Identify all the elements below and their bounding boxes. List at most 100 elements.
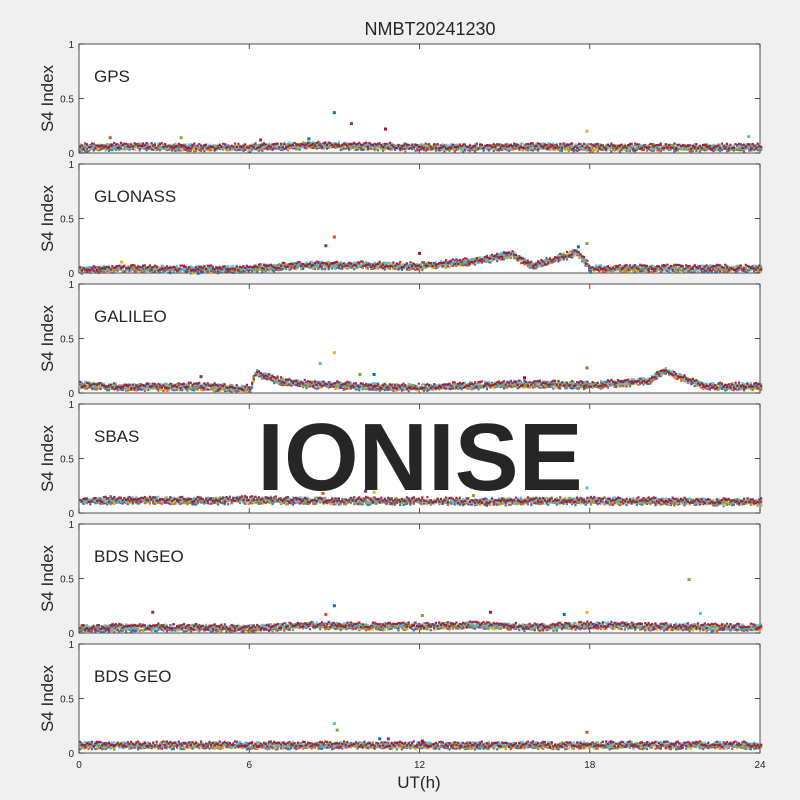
spike-point: [307, 137, 311, 141]
spike-point: [386, 737, 390, 741]
spike-point: [324, 612, 328, 616]
series-1-points: [79, 369, 763, 393]
spike-point: [383, 127, 387, 131]
series-7-points: [79, 495, 763, 505]
spike-point: [585, 486, 589, 490]
series-6-points: [79, 141, 763, 151]
series-7-points: [79, 249, 763, 272]
series-6-points: [79, 367, 763, 391]
series-7-points: [79, 620, 763, 631]
spike-point: [332, 111, 336, 115]
series-7-points: [79, 140, 763, 151]
series-2-points: [79, 497, 763, 507]
y-tick-label: 0: [68, 749, 74, 760]
observation-cloud: [79, 140, 763, 153]
spike-point: [332, 235, 336, 239]
spike-point: [585, 610, 589, 614]
spike-point: [522, 376, 526, 380]
observation-cloud: [79, 620, 763, 634]
spike-point: [687, 578, 691, 582]
spike-point: [335, 728, 339, 732]
y-tick-label: 0.5: [60, 695, 74, 706]
system-label: GPS: [94, 67, 130, 86]
y-tick-label: 0.5: [60, 455, 74, 466]
y-tick-label: 0: [68, 269, 74, 280]
spike-point: [332, 604, 336, 608]
spike-point: [698, 611, 702, 615]
spike-point: [576, 245, 580, 249]
spike-point: [199, 375, 203, 379]
panel-glonass: 0 0.5 1 S4 Index GLONASS: [38, 160, 763, 280]
system-label: BDS NGEO: [94, 547, 184, 566]
spike-point: [420, 739, 424, 743]
y-axis-label: S4 Index: [38, 544, 57, 612]
plot-area: [78, 163, 761, 274]
system-label: GLONASS: [94, 187, 176, 206]
x-axis-label: UT(h): [397, 773, 440, 792]
series-7-points: [79, 369, 763, 391]
spike-point: [324, 244, 328, 248]
x-tick-label: 6: [246, 760, 252, 771]
spike-point: [378, 737, 382, 741]
y-tick-label: 1: [68, 520, 74, 531]
y-axis-label: S4 Index: [38, 424, 57, 492]
spike-point: [259, 138, 263, 142]
panel-bds-geo: 0 0.5 1 S4 Index BDS GEO 0 6 12 18 24: [38, 640, 766, 771]
observation-cloud: [79, 249, 763, 275]
spike-point: [332, 722, 336, 726]
spike-point: [364, 489, 368, 493]
spike-point: [318, 362, 322, 366]
y-axis-label: S4 Index: [38, 664, 57, 732]
x-tick-label: 24: [754, 760, 766, 771]
x-tick-label: 0: [76, 760, 82, 771]
series-7-points: [79, 740, 763, 748]
system-label: SBAS: [94, 427, 139, 446]
spike-point: [562, 612, 566, 616]
y-tick-label: 1: [68, 160, 74, 171]
spike-point: [120, 260, 124, 264]
spike-point: [471, 494, 475, 498]
spike-point: [420, 614, 424, 618]
panel-sbas: 0 0.5 1 S4 Index SBAS: [38, 400, 763, 520]
y-axis-label: S4 Index: [38, 64, 57, 132]
spike-point: [585, 730, 589, 734]
panel-galileo: 0 0.5 1 S4 Index GALILEO: [38, 280, 763, 400]
panel-bds-ngeo: 0 0.5 1 S4 Index BDS NGEO: [38, 520, 763, 640]
x-tick-label: 18: [584, 760, 596, 771]
series-5-points: [79, 741, 763, 749]
spike-point: [179, 136, 183, 140]
watermark: IONISE: [257, 404, 582, 511]
y-axis-label: S4 Index: [38, 304, 57, 372]
series-6-points: [79, 249, 763, 273]
y-tick-label: 0.5: [60, 335, 74, 346]
spike-point: [321, 491, 325, 495]
spike-point: [372, 490, 376, 494]
y-tick-label: 1: [68, 400, 74, 411]
y-tick-label: 0: [68, 509, 74, 520]
y-tick-label: 0: [68, 389, 74, 400]
spike-point: [747, 135, 751, 139]
plot-area: [78, 643, 761, 754]
spike-point: [488, 610, 492, 614]
plot-area: [78, 43, 761, 154]
y-tick-label: 0: [68, 629, 74, 640]
spike-point: [349, 122, 353, 126]
system-label: BDS GEO: [94, 667, 171, 686]
observation-cloud: [79, 740, 763, 751]
y-axis-label: S4 Index: [38, 184, 57, 252]
panel-gps: 0 0.5 1 S4 Index GPS: [38, 40, 763, 160]
spike-point: [418, 251, 421, 255]
y-tick-label: 0.5: [60, 215, 74, 226]
y-tick-label: 0: [68, 149, 74, 160]
chart-title: NMBT20241230: [364, 19, 495, 39]
spike-point: [372, 372, 376, 376]
spike-point: [358, 372, 362, 376]
y-tick-label: 1: [68, 40, 74, 51]
observation-cloud: [79, 367, 763, 394]
plot-area: [78, 523, 761, 634]
spike-point: [332, 351, 336, 355]
spike-point: [585, 366, 589, 370]
system-label: GALILEO: [94, 307, 167, 326]
series-6-points: [79, 495, 763, 505]
